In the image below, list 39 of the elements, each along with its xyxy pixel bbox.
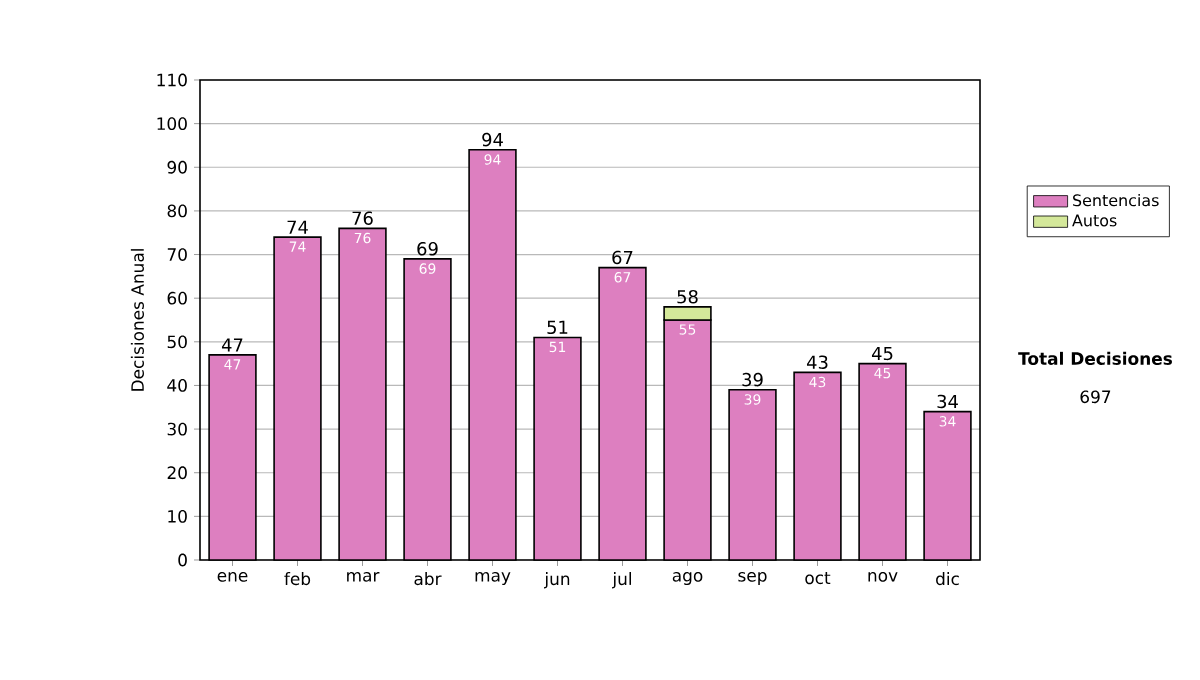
x-tick-label: jul bbox=[612, 572, 632, 589]
y-tick-label: 110 bbox=[157, 73, 187, 87]
y-tick-label: 30 bbox=[167, 422, 187, 436]
y-tick-label: 20 bbox=[167, 466, 187, 480]
y-tick-label: 100 bbox=[157, 117, 187, 131]
total-label: 67 bbox=[612, 250, 633, 265]
total-label: 39 bbox=[742, 372, 763, 387]
y-tick-label: 40 bbox=[167, 379, 187, 392]
total-label: 47 bbox=[221, 338, 243, 352]
x-tick-label: feb bbox=[284, 572, 311, 586]
total-label: 74 bbox=[287, 220, 308, 234]
x-tick-label: jun bbox=[544, 572, 570, 589]
x-tick-label: nov bbox=[868, 572, 898, 582]
total-label: 76 bbox=[352, 211, 373, 225]
y-tick-label: 0 bbox=[178, 553, 187, 567]
text: 697 bbox=[1080, 390, 1111, 404]
x-tick-label: may bbox=[475, 572, 511, 586]
x-tick-label: abr bbox=[414, 572, 442, 586]
y-tick-label: 80 bbox=[167, 204, 187, 218]
total-label: 94 bbox=[482, 132, 503, 147]
total-label: 58 bbox=[677, 289, 698, 304]
total-label: 43 bbox=[806, 355, 828, 369]
x-tick-label: dic bbox=[936, 572, 959, 586]
y-tick-label: 90 bbox=[167, 160, 187, 174]
total-label: 69 bbox=[417, 241, 438, 256]
y-axis-title: Decisiones Anual bbox=[130, 249, 144, 391]
total-label: 51 bbox=[547, 320, 568, 335]
x-tick-label: oct bbox=[805, 572, 831, 585]
x-tick-label: sep bbox=[738, 572, 767, 586]
y-tick-label: 50 bbox=[167, 335, 187, 349]
x-tick-label: ago bbox=[672, 572, 703, 586]
y-tick-label: 70 bbox=[167, 248, 187, 261]
text: Total Decisiones bbox=[1018, 351, 1172, 365]
total-label: 34 bbox=[937, 394, 958, 409]
x-tick-label: mar bbox=[347, 572, 380, 582]
y-tick-label: 10 bbox=[168, 509, 187, 523]
total-label: 45 bbox=[871, 346, 893, 361]
x-tick-label: ene bbox=[217, 572, 248, 582]
y-tick-label: 60 bbox=[167, 291, 187, 305]
